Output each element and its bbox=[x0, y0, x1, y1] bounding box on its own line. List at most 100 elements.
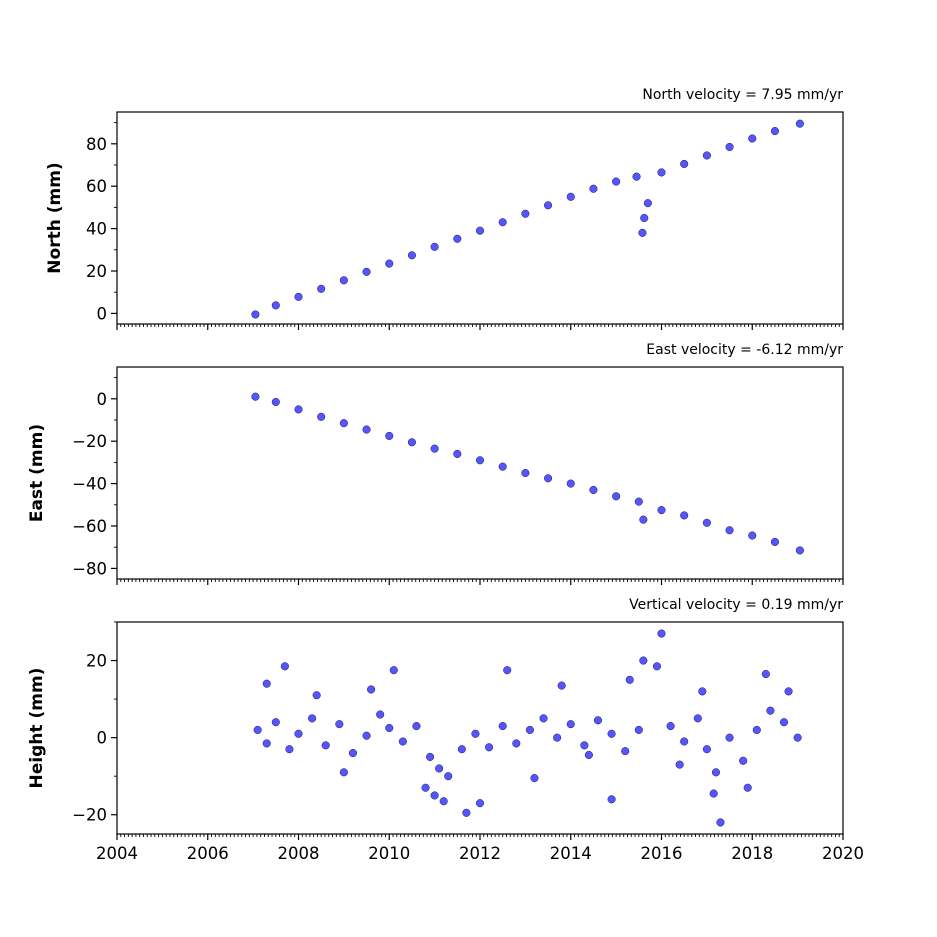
height-data-point bbox=[593, 716, 603, 725]
height-y-tick-label: −20 bbox=[72, 806, 107, 825]
height-data-point bbox=[779, 718, 789, 727]
north-y-tick-label: 80 bbox=[86, 135, 107, 154]
height-data-point bbox=[475, 799, 485, 808]
north-data-point bbox=[251, 310, 260, 319]
height-data-point bbox=[634, 725, 643, 734]
x-tick-label: 2004 bbox=[96, 844, 138, 863]
height-data-point bbox=[525, 725, 534, 734]
east-data-point bbox=[634, 497, 643, 506]
east-y-tick-label: −80 bbox=[72, 559, 107, 578]
height-data-point bbox=[285, 745, 294, 754]
east-data-point bbox=[521, 468, 530, 478]
x-tick-label: 2018 bbox=[731, 844, 773, 863]
north-data-point bbox=[566, 192, 575, 201]
east-data-point bbox=[453, 449, 462, 458]
height-plot-frame bbox=[116, 621, 844, 835]
east-data-point bbox=[680, 511, 689, 520]
height-y-tick-label: 0 bbox=[97, 729, 108, 748]
height-data-point bbox=[389, 666, 398, 675]
height-data-point bbox=[761, 669, 770, 679]
north-data-point bbox=[475, 226, 485, 235]
height-data-point bbox=[539, 714, 548, 723]
north-data-point bbox=[638, 228, 647, 237]
height-data-point bbox=[657, 629, 666, 638]
north-data-point bbox=[544, 201, 553, 210]
east-data-point bbox=[475, 456, 485, 465]
vertical-velocity-title: Vertical velocity = 0.19 mm/yr bbox=[629, 597, 843, 613]
height-data-point bbox=[439, 797, 448, 806]
height-data-point bbox=[280, 662, 289, 671]
height-data-point bbox=[739, 756, 748, 765]
east-data-point bbox=[702, 518, 711, 527]
x-tick-label: 2016 bbox=[641, 844, 683, 863]
height-data-point bbox=[457, 745, 466, 754]
east-data-point bbox=[544, 474, 553, 483]
north-data-point bbox=[643, 199, 652, 208]
height-data-point bbox=[530, 774, 539, 783]
north-data-point bbox=[339, 276, 348, 285]
north-data-point bbox=[407, 251, 416, 260]
height-data-point bbox=[376, 710, 385, 719]
height-data-point bbox=[312, 691, 321, 700]
east-y-tick-label: 0 bbox=[97, 390, 108, 409]
north-data-point bbox=[294, 292, 303, 301]
north-y-tick-label: 20 bbox=[86, 262, 107, 281]
height-data-point bbox=[553, 733, 562, 742]
height-data-point bbox=[262, 739, 271, 748]
height-data-point bbox=[580, 741, 589, 750]
height-data-point bbox=[752, 725, 761, 734]
east-data-point bbox=[725, 526, 734, 535]
east-data-point bbox=[498, 462, 507, 471]
east-data-point bbox=[317, 412, 326, 421]
height-data-point bbox=[503, 666, 512, 675]
height-data-point bbox=[607, 729, 616, 738]
east-data-point bbox=[294, 405, 303, 414]
height-y-tick-label: 20 bbox=[86, 652, 107, 671]
height-data-point bbox=[716, 818, 725, 827]
height-data-point bbox=[666, 722, 675, 731]
north-data-point bbox=[680, 159, 689, 168]
east-data-point bbox=[362, 425, 371, 434]
height-data-point bbox=[498, 722, 507, 731]
height-data-point bbox=[621, 747, 630, 756]
north-y-tick-label: 60 bbox=[86, 177, 107, 196]
east-data-point bbox=[639, 515, 648, 524]
height-data-point bbox=[793, 733, 802, 742]
north-data-point bbox=[317, 284, 326, 293]
height-data-point bbox=[625, 675, 634, 684]
height-data-point bbox=[444, 772, 453, 781]
north-data-point bbox=[362, 267, 371, 276]
east-data-point bbox=[589, 485, 598, 495]
north-data-point bbox=[702, 151, 711, 160]
height-y-ticks: 20 0 −20 bbox=[72, 621, 117, 825]
height-data-point bbox=[557, 681, 566, 690]
height-data-point bbox=[398, 737, 407, 746]
x-tick-label: 2014 bbox=[550, 844, 592, 863]
east-data-point bbox=[385, 431, 394, 440]
height-data-point bbox=[412, 722, 421, 731]
height-data-point bbox=[321, 741, 330, 750]
height-x-ticks: 2004 2006 2008 2010 2012 2014 2016 2018 2020 bbox=[96, 834, 864, 863]
height-data-point bbox=[711, 768, 721, 777]
north-data-point bbox=[385, 259, 394, 268]
north-plot-frame bbox=[116, 111, 844, 325]
height-points bbox=[253, 629, 802, 827]
height-data-point bbox=[271, 718, 280, 727]
east-y-tick-label: −60 bbox=[72, 517, 107, 536]
north-data-point bbox=[612, 177, 621, 186]
panel-north: North velocity = 7.95 mm/yr North (mm) 0… bbox=[45, 87, 844, 330]
height-data-point bbox=[462, 808, 471, 817]
north-data-point bbox=[640, 213, 649, 223]
east-data-point bbox=[407, 438, 416, 447]
height-data-point bbox=[335, 720, 344, 729]
north-y-tick-label: 40 bbox=[86, 220, 107, 239]
height-data-point bbox=[680, 737, 689, 746]
east-data-point bbox=[795, 546, 804, 555]
height-data-point bbox=[426, 752, 435, 761]
height-data-point bbox=[471, 729, 480, 738]
north-data-point bbox=[748, 134, 757, 143]
north-data-point bbox=[632, 172, 641, 181]
north-points bbox=[251, 119, 804, 319]
east-data-point bbox=[430, 444, 439, 453]
height-data-point bbox=[675, 760, 684, 769]
